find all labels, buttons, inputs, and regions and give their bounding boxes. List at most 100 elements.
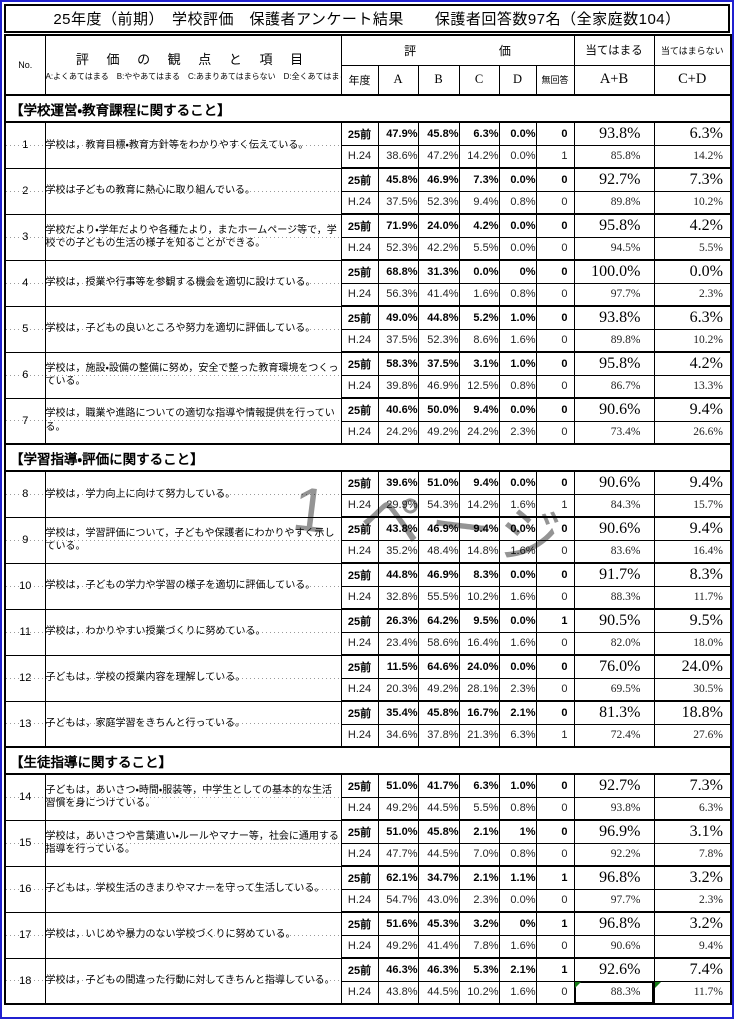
- value-c-cell: 10.2%: [458, 980, 500, 1005]
- ab-total-cell: 86.7%: [573, 374, 655, 399]
- year-cell: 25前: [340, 819, 379, 844]
- cd-total-cell: 9.4%: [653, 934, 732, 959]
- value-b-cell: 46.3%: [417, 957, 460, 982]
- value-d-cell: 1.0%: [498, 773, 537, 798]
- item-number: 11: [4, 608, 46, 656]
- item-row-previous: H.24 34.6% 37.8% 21.3% 6.3% 1 72.4% 27.6%: [5, 723, 732, 748]
- evaluation-label-char: 評: [404, 43, 417, 58]
- year-cell: 25前: [340, 865, 379, 890]
- ab-total-cell: 90.6%: [573, 934, 655, 959]
- value-c-cell: 2.1%: [458, 819, 500, 844]
- cd-total-cell: 18.8%: [653, 700, 732, 725]
- item-text: 学校は，施設・設備の整備に努め，安全で整った教育環境をつくっている。: [44, 351, 342, 399]
- value-na-cell: 0: [535, 934, 575, 959]
- item-text: 学校は，わかりやすい授業づくりに努めている。: [44, 608, 342, 656]
- value-d-cell: 0.0%: [498, 144, 537, 169]
- value-c-cell: 21.3%: [458, 723, 500, 748]
- value-a-cell: 51.0%: [377, 773, 419, 798]
- value-c-cell: 9.4%: [458, 470, 500, 495]
- item-row-current: 18 学校は，子どもの間違った行動に対してきちんと指導している。 25前 46.3% 4…: [4, 957, 732, 1005]
- cd-total-cell: 9.4%: [653, 470, 732, 495]
- year-cell: 25前: [340, 121, 379, 146]
- value-d-cell: 1.6%: [498, 980, 537, 1005]
- item-row-previous: H.24 38.6% 47.2% 14.2% 0.0% 1 85.8% 14.2%: [5, 144, 732, 169]
- cd-total-cell: 10.2%: [653, 190, 732, 215]
- value-a-cell: 44.8%: [377, 562, 419, 587]
- year-cell: H.24: [340, 888, 379, 913]
- value-b-cell: 52.3%: [417, 328, 460, 353]
- value-a-cell: 62.1%: [377, 865, 419, 890]
- value-d-cell: 2.3%: [498, 420, 537, 445]
- item-number: 8: [4, 470, 46, 518]
- value-b-cell: 64.6%: [417, 654, 460, 679]
- value-na-cell: 0: [535, 539, 575, 564]
- value-d-cell: 0.8%: [498, 796, 537, 821]
- ab-total-cell: 90.5%: [573, 608, 655, 633]
- year-cell: 25前: [340, 213, 379, 238]
- value-c-cell: 28.1%: [458, 677, 500, 702]
- value-na-cell: 0: [535, 397, 575, 422]
- item-text: 子どもは，あいさつ・時間・服装等，中学生としての基本的な生活習慣を身につけている…: [44, 773, 342, 821]
- value-na-cell: 1: [535, 144, 575, 169]
- item-row-previous: H.24 20.3% 49.2% 28.1% 2.3% 0 69.5% 30.5%: [5, 677, 732, 702]
- cd-total-cell: 6.3%: [653, 796, 732, 821]
- value-d-cell: 2.1%: [498, 700, 537, 725]
- ab-total-cell: 85.8%: [573, 144, 655, 169]
- item-text: 学校は，教育目標・教育方針等をわかりやすく伝えている。: [44, 121, 342, 169]
- column-header-viewpoint: 評 価 の 観 点 と 項 目 A:よくあてはまる B:ややあてはまる C:あま…: [44, 34, 342, 96]
- value-a-cell: 45.8%: [377, 167, 419, 192]
- item-number: 16: [4, 865, 46, 913]
- value-c-cell: 9.4%: [458, 516, 500, 541]
- item-number: 9: [4, 516, 46, 564]
- value-a-cell: 47.7%: [377, 842, 419, 867]
- value-b-cell: 41.4%: [417, 934, 460, 959]
- value-d-cell: 0.0%: [498, 470, 537, 495]
- year-cell: 25前: [340, 562, 379, 587]
- value-c-cell: 24.2%: [458, 420, 500, 445]
- value-d-cell: 6.3%: [498, 723, 537, 748]
- item-text: 学校は，あいさつや言葉遣い・ルールやマナー等，社会に通用する指導を行っている。: [44, 819, 342, 867]
- value-a-cell: 51.0%: [377, 819, 419, 844]
- value-c-cell: 7.8%: [458, 934, 500, 959]
- value-a-cell: 49.2%: [377, 934, 419, 959]
- section-row: 【学習指導・評価に関すること】: [4, 443, 732, 472]
- ab-total-cell: 100.0%: [573, 259, 655, 284]
- ab-total-cell: 90.6%: [573, 397, 655, 422]
- value-a-cell: 38.6%: [377, 144, 419, 169]
- item-text: 学校は，学力向上に向けて努力している。: [44, 470, 342, 518]
- ab-total-cell: 97.7%: [573, 888, 655, 913]
- column-header-ab: A+B: [573, 64, 655, 96]
- cd-total-cell: 24.0%: [653, 654, 732, 679]
- value-c-cell: 5.2%: [458, 305, 500, 330]
- value-d-cell: 1.6%: [498, 934, 537, 959]
- ab-total-cell: 90.6%: [573, 470, 655, 495]
- value-d-cell: 1%: [498, 819, 537, 844]
- value-c-cell: 14.2%: [458, 144, 500, 169]
- value-na-cell: 0: [535, 121, 575, 146]
- item-row-previous: H.24 29.9% 54.3% 14.2% 1.6% 1 84.3% 15.7%: [5, 493, 732, 518]
- year-cell: H.24: [340, 842, 379, 867]
- year-cell: 25前: [340, 351, 379, 376]
- section-title: 【学習指導・評価に関すること】: [4, 443, 732, 472]
- year-cell: H.24: [340, 980, 379, 1005]
- ab-total-cell: 94.5%: [573, 236, 655, 261]
- cd-total-cell: 0.0%: [653, 259, 732, 284]
- cd-total-cell: 16.4%: [653, 539, 732, 564]
- value-b-cell: 52.3%: [417, 190, 460, 215]
- cd-total-cell: 10.2%: [653, 328, 732, 353]
- ab-total-cell: 91.7%: [573, 562, 655, 587]
- cd-total-cell: 7.3%: [653, 167, 732, 192]
- value-d-cell: 1.0%: [498, 351, 537, 376]
- value-d-cell: 0.0%: [498, 516, 537, 541]
- value-na-cell: 0: [535, 562, 575, 587]
- value-d-cell: 0.0%: [498, 167, 537, 192]
- ab-total-cell: 88.3%: [573, 585, 655, 610]
- cd-total-cell: 3.2%: [653, 865, 732, 890]
- value-na-cell: 0: [535, 585, 575, 610]
- value-na-cell: 1: [535, 911, 575, 936]
- value-d-cell: 0.8%: [498, 842, 537, 867]
- value-d-cell: 1.6%: [498, 585, 537, 610]
- item-row-previous: H.24 24.2% 49.2% 24.2% 2.3% 0 73.4% 26.6%: [5, 420, 732, 445]
- value-b-cell: 55.5%: [417, 585, 460, 610]
